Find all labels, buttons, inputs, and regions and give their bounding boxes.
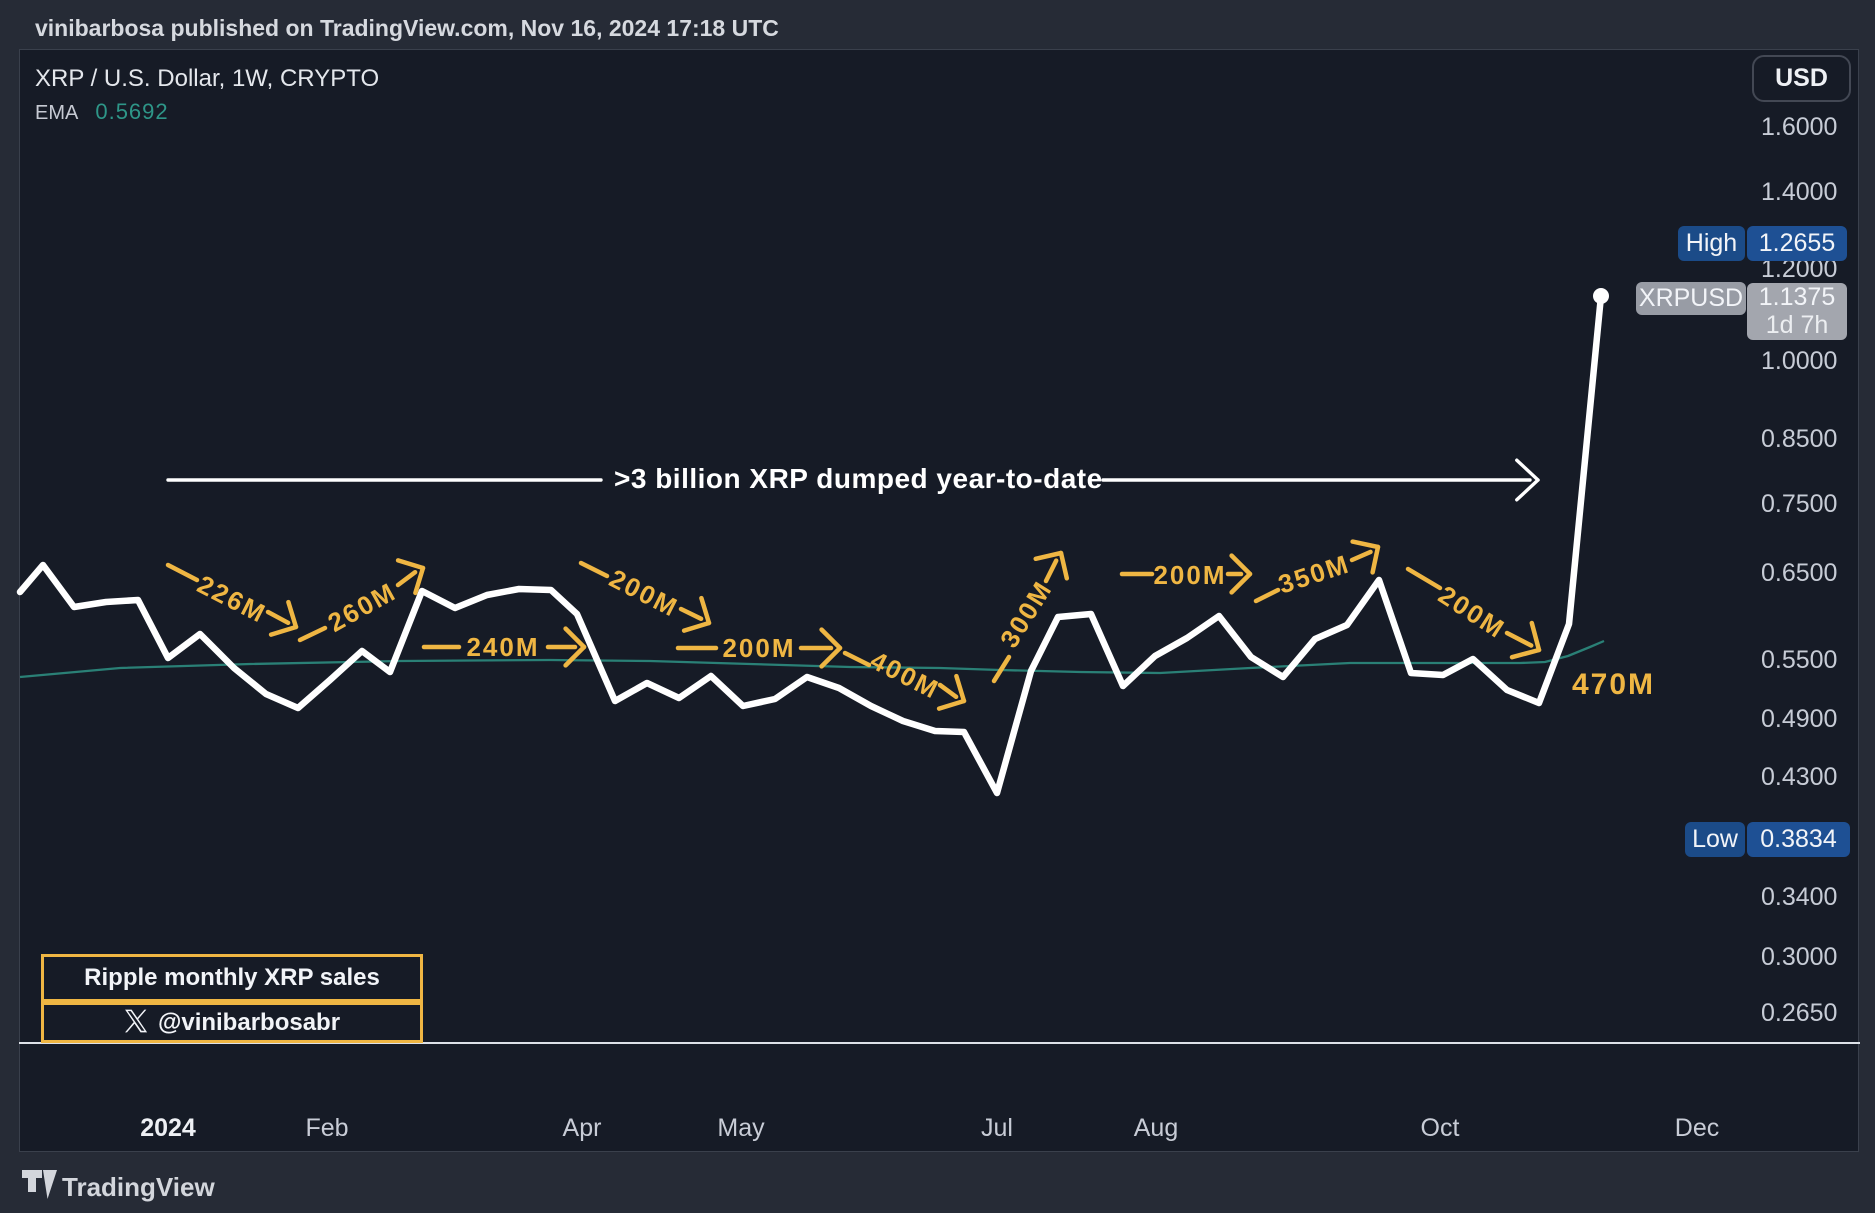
svg-text:240M: 240M: [466, 632, 539, 662]
svg-text:200M: 200M: [1153, 560, 1226, 590]
svg-text:226M: 226M: [193, 569, 272, 629]
svg-text:200M: 200M: [722, 633, 795, 663]
svg-text:400M: 400M: [866, 645, 945, 705]
svg-text:260M: 260M: [323, 576, 401, 638]
svg-text:200M: 200M: [1433, 580, 1511, 645]
svg-text:350M: 350M: [1275, 548, 1354, 599]
svg-text:200M: 200M: [605, 563, 684, 623]
